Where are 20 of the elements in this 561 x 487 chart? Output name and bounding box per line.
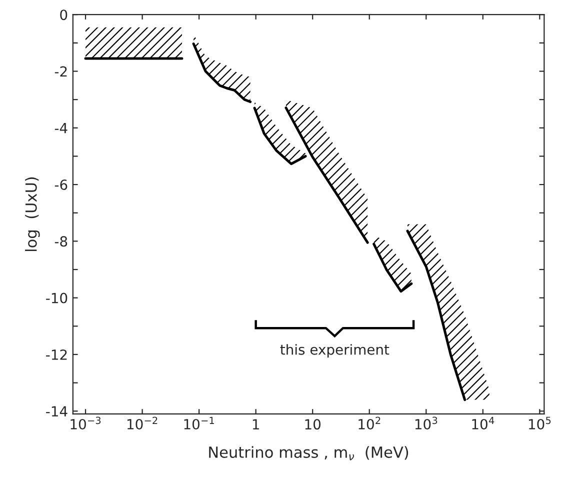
x-tick-label: 10$^{−3}$ [70, 416, 101, 430]
y-tick-label: -2 [54, 66, 67, 77]
x-tick-label: 1 [252, 419, 259, 430]
y-tick-label: -10 [46, 292, 68, 304]
x-tick-label: 10$^{4}$ [472, 416, 494, 430]
y-tick-label: -4 [54, 123, 68, 134]
x-tick-label: 10$^{2}$ [358, 416, 380, 430]
x-axis-title: Neutrino mass , m$_{ν}$ (MeV) [209, 446, 408, 460]
x-tick-label: 10$^{3}$ [415, 416, 438, 430]
annotation: this experiment [280, 344, 390, 358]
x-tick-label: 10 [305, 419, 321, 430]
y-axis-title: log (UxU) [25, 177, 40, 252]
x-tick-label: 10$^{5}$ [528, 416, 551, 430]
x-tick-label: 10$^{−1}$ [184, 416, 214, 430]
y-tick-label: -8 [54, 236, 68, 247]
y-tick-label: -14 [46, 406, 68, 416]
y-tick-label: -12 [46, 349, 67, 360]
y-tick-label: -6 [54, 180, 68, 190]
x-tick-label: 10$^{−2}$ [128, 416, 158, 430]
y-tick-label: 0 [60, 10, 68, 20]
